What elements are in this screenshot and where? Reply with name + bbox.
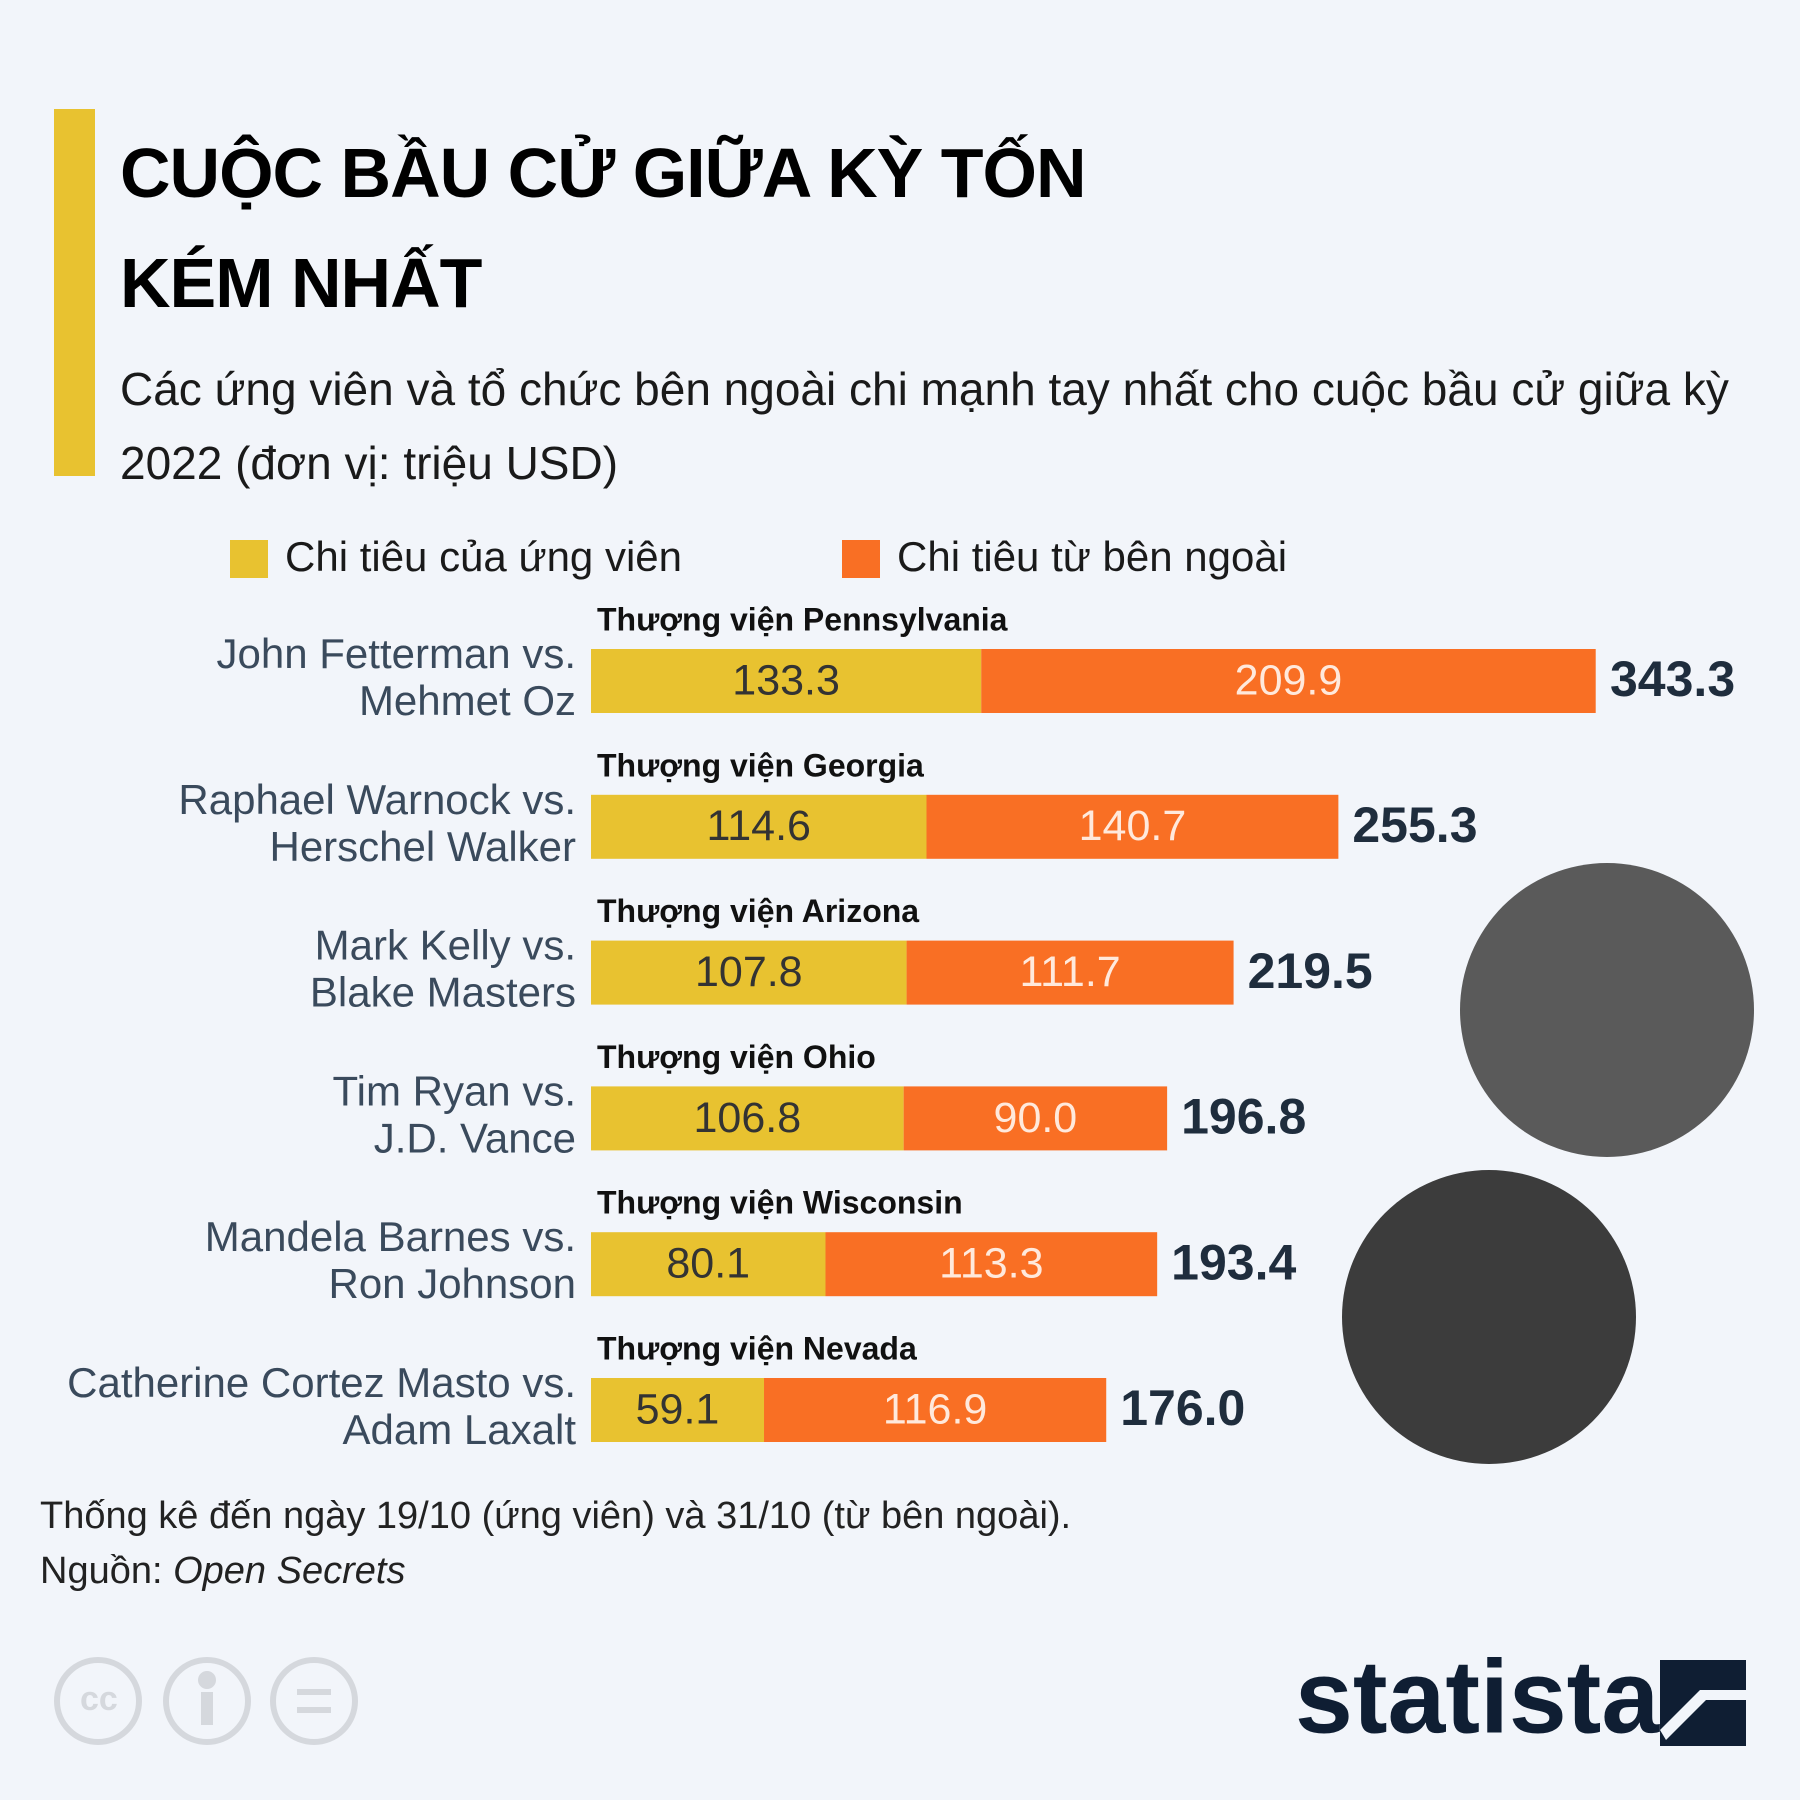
value-label: 113.3 [939,1240,1043,1288]
source: Nguồn: Open Secrets [40,1550,405,1592]
bar-segment [903,1086,1168,1151]
bar-segment [764,1378,1107,1442]
brand: statista [1295,1639,1660,1755]
title-accent [54,109,95,476]
bar-segment [591,1086,904,1151]
value-label: 90.0 [994,1094,1078,1142]
legend-label: Chi tiêu từ bên ngoài [897,533,1287,580]
category-label: Raphael Warnock vs. Herschel Walker [178,776,576,870]
bar-segment [906,940,1234,1005]
source-name: Open Secrets [173,1550,405,1592]
total-label: 255.3 [1352,797,1477,853]
bar-segment [591,940,907,1005]
group-title: Thượng viện Wisconsin [597,1185,963,1221]
value-label: 107.8 [695,948,803,996]
category-label: Mark Kelly vs. Blake Masters [310,922,576,1016]
total-label: 219.5 [1248,943,1373,999]
bar-segment [591,794,927,859]
value-label: 116.9 [883,1385,987,1433]
group-title: Thượng viện Ohio [597,1039,876,1075]
bar-segment [591,649,982,713]
value-label: 59.1 [636,1385,720,1433]
bar-segment [926,794,1339,859]
title: CUỘC BẦU CỬ GIỮA KỲ TỐN KÉM NHẤT [120,134,1087,322]
group-title: Thượng viện Georgia [597,747,924,783]
group-title: Thượng viện Arizona [597,893,919,929]
category-label: Catherine Cortez Masto vs. Adam Laxalt [67,1359,576,1453]
legend-swatch [230,540,268,578]
total-label: 176.0 [1120,1380,1245,1436]
category-label: Tim Ryan vs. J.D. Vance [333,1067,576,1161]
value-label: 209.9 [1235,656,1343,704]
photo-oz [1342,1170,1636,1464]
bar-segment [825,1232,1158,1297]
bar-segment [981,649,1596,713]
group-title: Thượng viện Pennsylvania [597,601,1008,637]
value-label: 133.3 [732,656,840,704]
license-icons [54,1657,358,1745]
legend-label: Chi tiêu của ứng viên [285,533,682,580]
note: Thống kê đến ngày 19/10 (ứng viên) và 31… [40,1495,1071,1537]
bar-segment [591,1232,826,1297]
brand-icon [1660,1660,1746,1746]
value-label: 114.6 [707,802,811,850]
subtitle: Các ứng viên và tổ chức bên ngoài chi mạ… [120,363,1729,489]
bar-segment [591,1378,765,1442]
value-label: 106.8 [694,1094,802,1142]
total-label: 196.8 [1181,1089,1306,1145]
legend-swatch [842,540,880,578]
value-label: 140.7 [1079,802,1187,850]
photo-fetterman [1460,863,1754,1157]
total-label: 193.4 [1171,1234,1296,1290]
category-label: Mandela Barnes vs. Ron Johnson [205,1213,576,1307]
source-label: Nguồn: [40,1550,163,1592]
group-title: Thượng viện Nevada [597,1330,917,1366]
value-label: 111.7 [1019,948,1120,996]
category-label: John Fetterman vs. Mehmet Oz [217,630,576,724]
value-label: 80.1 [666,1240,750,1288]
cc-text: cc [80,1680,118,1718]
total-label: 343.3 [1610,651,1735,707]
